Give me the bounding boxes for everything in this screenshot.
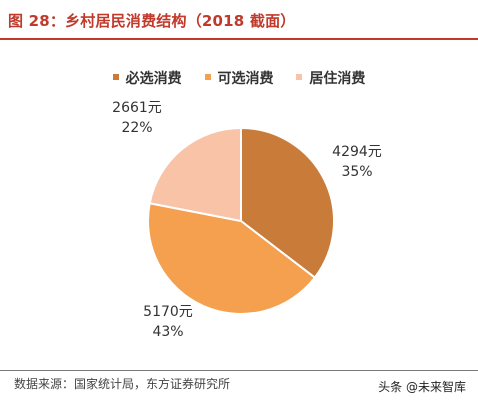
figure-header: 图 28：乡村居民消费结构（2018 截面）: [0, 0, 478, 44]
legend-swatch-housing: [296, 74, 303, 80]
footer-rule: [0, 370, 478, 371]
source-note: 数据来源：国家统计局，东方证券研究所: [14, 377, 231, 391]
pie-value-label-optional: 5170元: [143, 304, 193, 320]
pie-slice-housing: [148, 126, 242, 223]
pie-value-label-essential: 4294元: [332, 144, 382, 160]
legend-item-optional: 可选消费: [204, 68, 274, 88]
title-rule: [0, 38, 478, 40]
pie-percent-label-housing: 22%: [121, 120, 152, 136]
legend-label-optional: 可选消费: [217, 71, 274, 87]
watermark: 头条 @未来智库: [378, 380, 466, 394]
pie-value-label-housing: 2661元: [112, 100, 162, 116]
pie-percent-label-optional: 43%: [152, 324, 183, 340]
pie-slice-essential: [240, 126, 335, 280]
legend-swatch-essential: [112, 74, 119, 80]
legend-swatch-optional: [204, 74, 211, 80]
pie-slice-optional: [147, 202, 317, 315]
legend-label-essential: 必选消费: [125, 71, 182, 87]
pie-percent-label-essential: 35%: [341, 164, 372, 180]
legend-item-housing: 居住消费: [296, 68, 365, 88]
chart-legend: 必选消费 可选消费 居住消费: [0, 68, 478, 88]
legend-label-housing: 居住消费: [309, 71, 366, 87]
legend-item-essential: 必选消费: [112, 68, 182, 88]
figure-title: 图 28：乡村居民消费结构（2018 截面）: [8, 12, 296, 30]
